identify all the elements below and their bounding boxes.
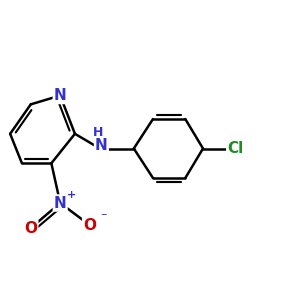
Text: N: N bbox=[54, 196, 67, 211]
Text: N: N bbox=[54, 88, 67, 103]
Text: H: H bbox=[93, 126, 104, 139]
Text: +: + bbox=[67, 190, 76, 200]
Text: O: O bbox=[24, 220, 37, 236]
Text: N: N bbox=[95, 138, 108, 153]
Text: ⁻: ⁻ bbox=[100, 211, 107, 224]
Text: Cl: Cl bbox=[227, 141, 244, 156]
Text: O: O bbox=[83, 218, 96, 232]
